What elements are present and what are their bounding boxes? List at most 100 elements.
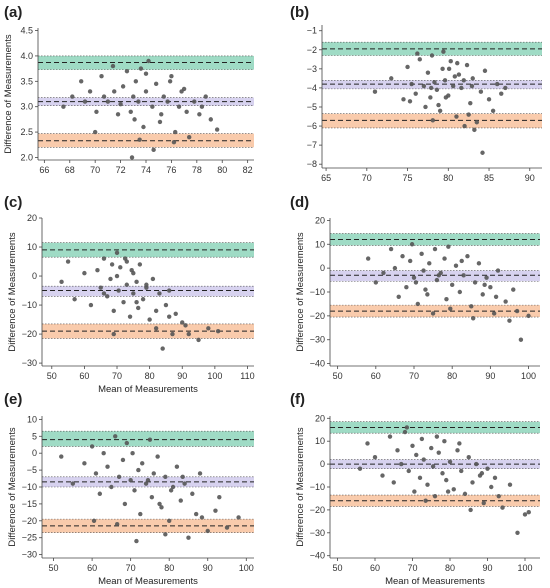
- data-point: [485, 466, 490, 471]
- x-tick-label: 80: [217, 165, 227, 175]
- data-point: [402, 429, 408, 435]
- y-tick-label: −30: [310, 528, 325, 538]
- data-point: [447, 459, 453, 465]
- y-tick-label: 0: [32, 271, 37, 281]
- data-point: [214, 127, 220, 132]
- x-tick-label: 110: [240, 371, 254, 381]
- data-point: [147, 317, 152, 322]
- panel-label-d: (d): [290, 194, 309, 211]
- data-point: [157, 119, 163, 125]
- data-point: [472, 280, 478, 285]
- data-point: [472, 127, 477, 133]
- data-point: [428, 95, 433, 100]
- data-point: [452, 74, 458, 79]
- x-tick-label: 78: [192, 165, 202, 175]
- x-tick-label: 75: [403, 173, 413, 183]
- data-point: [469, 83, 475, 89]
- y-tick-label: −4: [307, 83, 317, 93]
- data-point: [442, 256, 447, 261]
- data-point: [131, 94, 136, 99]
- data-point: [92, 129, 98, 135]
- data-point: [147, 437, 153, 442]
- data-point: [401, 97, 406, 102]
- x-tick-label: 70: [409, 371, 419, 381]
- data-point: [134, 279, 139, 285]
- x-axis-label: Mean of Measurements: [385, 576, 485, 587]
- data-point: [111, 308, 116, 314]
- y-tick-label: 3.5: [20, 76, 33, 86]
- x-tick-label: 68: [65, 165, 75, 175]
- x-tick-label: 50: [333, 371, 343, 381]
- panel-label-f: (f): [290, 391, 305, 408]
- y-tick-label: −15: [22, 499, 37, 509]
- data-point: [206, 326, 211, 331]
- data-point: [425, 482, 430, 487]
- data-point: [128, 478, 133, 483]
- data-point: [143, 481, 149, 486]
- y-tick-label: −6: [307, 121, 317, 131]
- x-tick-label: 74: [141, 165, 151, 175]
- x-tick-label: 80: [445, 563, 455, 573]
- panel-a: (a) 66 68 70 72 74 76 78 80 82 2.0 2.5 3.0 3.5 4.0 4.5…: [3, 4, 254, 175]
- data-point: [132, 117, 137, 122]
- data-point: [446, 244, 451, 249]
- data-point: [492, 475, 498, 481]
- data-point: [442, 438, 447, 444]
- x-tick-label: 66: [39, 165, 49, 175]
- data-point: [526, 509, 531, 515]
- data-point: [409, 81, 414, 87]
- y-tick-label: −20: [22, 516, 37, 526]
- x-axis-label: Mean of Measurements: [98, 576, 198, 587]
- data-point: [197, 471, 203, 476]
- data-point: [484, 275, 489, 280]
- data-point: [417, 57, 422, 62]
- y-axis-label: Difference of Measurements: [3, 34, 14, 153]
- data-point: [425, 292, 430, 297]
- y-tick-label: −30: [22, 358, 37, 368]
- data-point: [169, 74, 174, 79]
- data-point: [474, 461, 479, 467]
- data-point: [193, 511, 199, 517]
- data-point: [411, 275, 417, 280]
- data-point: [409, 242, 415, 247]
- panel-d: (d) 50 60 70 80 90 10020100−10−20−30−40Differ…: [290, 194, 540, 381]
- data-point: [410, 443, 415, 448]
- y-axis-label: Difference of Measurements: [7, 232, 18, 351]
- data-point: [480, 150, 485, 155]
- data-point: [179, 89, 184, 94]
- data-point: [109, 262, 115, 267]
- data-point: [82, 99, 88, 104]
- data-point: [427, 261, 432, 266]
- data-point: [170, 484, 176, 490]
- x-tick-label: 60: [371, 371, 381, 381]
- data-point: [150, 276, 156, 282]
- y-tick-label: −2: [307, 45, 317, 55]
- data-point: [186, 331, 191, 337]
- y-tick-label: 10: [315, 239, 325, 249]
- y-tick-label: −30: [310, 335, 325, 345]
- data-point: [440, 66, 445, 72]
- data-point: [130, 450, 135, 456]
- data-point: [482, 68, 488, 73]
- data-point: [108, 276, 113, 282]
- data-point: [444, 296, 449, 302]
- data-point: [140, 297, 146, 302]
- data-point: [120, 84, 126, 89]
- data-point: [82, 461, 87, 466]
- panel-label-b: (b): [290, 4, 309, 21]
- data-point: [101, 94, 107, 99]
- data-point: [466, 455, 471, 460]
- data-point: [215, 328, 221, 334]
- data-point: [514, 308, 520, 314]
- y-tick-label: −5: [27, 465, 37, 475]
- data-point: [430, 311, 436, 316]
- data-point: [479, 471, 485, 476]
- y-tick-label: 4.0: [20, 51, 33, 61]
- data-point: [432, 246, 438, 252]
- data-point: [400, 253, 405, 259]
- data-point: [122, 501, 128, 507]
- data-point: [413, 91, 418, 96]
- data-point: [170, 331, 175, 337]
- data-point: [494, 81, 500, 87]
